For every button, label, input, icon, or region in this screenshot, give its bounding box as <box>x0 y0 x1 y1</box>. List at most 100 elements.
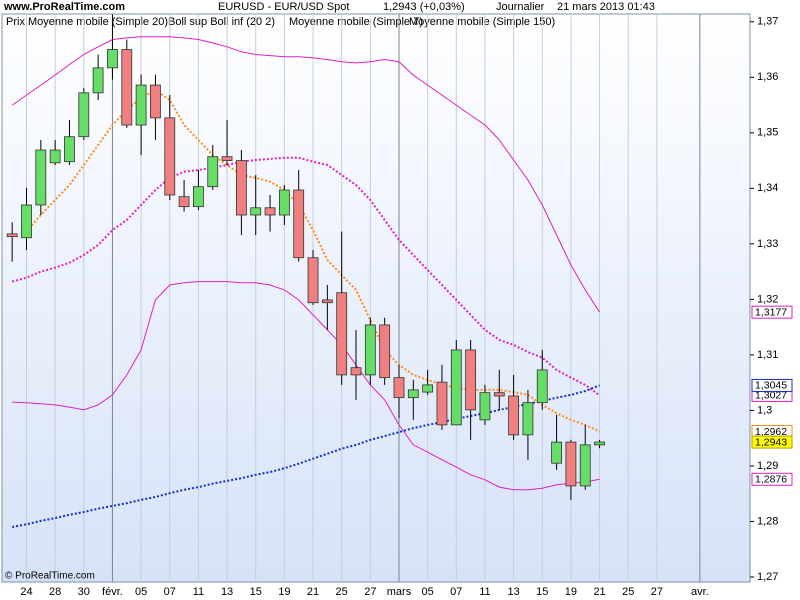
indicator-line <box>11 36 601 313</box>
y-tick-label: 1,29 <box>757 460 778 472</box>
candle-body <box>164 117 176 196</box>
candle-body <box>293 189 305 259</box>
candle-body <box>350 367 362 376</box>
value-tag-box <box>751 378 793 392</box>
x-tick-label: 19 <box>278 586 290 598</box>
candle-body <box>551 441 562 464</box>
candle-body <box>364 324 376 376</box>
x-tick-label: 15 <box>250 586 262 598</box>
candle-body <box>508 395 520 436</box>
candle-body <box>436 381 448 426</box>
candle-body <box>35 149 47 206</box>
candle-body <box>407 389 419 399</box>
x-tick-label: 05 <box>422 586 434 598</box>
x-tick-label: 19 <box>565 586 577 598</box>
footer: © ProRealTime.com <box>5 571 95 582</box>
candle-body <box>78 92 90 138</box>
candle-body <box>135 84 147 126</box>
price: 1,2943 (+0,03%) <box>383 1 465 13</box>
candle-body <box>6 233 18 238</box>
candle-body <box>393 377 405 399</box>
x-tick-label: mars <box>387 586 412 598</box>
candle-body <box>221 156 233 161</box>
candle-body <box>92 67 104 94</box>
y-tick-label: 1,35 <box>757 127 778 139</box>
legend-entry: Prix <box>6 16 25 28</box>
x-tick-label: 24 <box>20 586 32 598</box>
x-tick-label: 30 <box>78 586 90 598</box>
value-tag-box <box>751 435 793 449</box>
value-tag-box <box>751 305 793 319</box>
y-tick-label: 1,27 <box>757 571 778 583</box>
candle-body <box>178 196 190 208</box>
value-tag: 1,2943 <box>755 436 787 448</box>
candle-body <box>250 207 262 216</box>
x-tick-label: 27 <box>651 586 663 598</box>
candle-body <box>321 299 333 304</box>
x-tick-label: avr. <box>691 586 709 598</box>
x-tick-label: 13 <box>221 586 233 598</box>
site: www.ProRealTime.com <box>3 1 125 13</box>
candle-body <box>450 349 462 426</box>
legend-entry: Moyenne mobile (Simple 20) <box>28 16 168 28</box>
x-tick-label: 13 <box>507 586 519 598</box>
candle-body <box>193 186 204 208</box>
x-tick-label: 25 <box>622 586 634 598</box>
y-tick-label: 1,33 <box>757 238 778 250</box>
x-tick-label: févr. <box>102 586 123 598</box>
value-tag: 1,2876 <box>755 474 787 486</box>
indicator-line <box>12 281 600 491</box>
x-tick-label: 15 <box>536 586 548 598</box>
legend-entry: Boll sup Boll inf (20 2) <box>168 16 275 28</box>
value-tag: 1,2962 <box>755 426 787 438</box>
y-tick-label: 1,3 <box>757 404 772 416</box>
instrument: EURUSD - EUR/USD Spot <box>218 1 349 13</box>
legend-entry: Moyenne mobile (Simple 150) <box>409 16 555 28</box>
x-tick-label: 05 <box>135 586 147 598</box>
candle-body <box>579 444 591 487</box>
indicator-line <box>12 384 600 528</box>
x-tick-label: 21 <box>307 586 319 598</box>
plot-area <box>1 13 751 583</box>
value-tag: 1,3027 <box>755 390 787 402</box>
x-tick-label: 28 <box>49 586 61 598</box>
candle-body <box>264 207 276 216</box>
y-tick-label: 1,28 <box>757 515 778 527</box>
x-tick-label: 07 <box>450 586 462 598</box>
value-tag: 1,3045 <box>755 380 787 392</box>
date: 21 mars 2013 01:43 <box>557 1 655 13</box>
x-tick-label: 21 <box>593 586 605 598</box>
candle-body <box>422 384 434 393</box>
x-tick-label: 07 <box>164 586 176 598</box>
candle-body <box>64 136 75 163</box>
y-tick-label: 1,31 <box>757 349 778 361</box>
candle-body <box>536 369 548 404</box>
candle-body <box>493 392 505 397</box>
candle-body <box>150 84 161 119</box>
value-tag-box <box>751 472 793 486</box>
candle-body <box>379 324 391 379</box>
period: Journalier <box>496 1 545 13</box>
x-tick-label: 27 <box>364 586 376 598</box>
x-tick-label: 25 <box>336 586 348 598</box>
y-tick-label: 1,37 <box>757 16 778 28</box>
y-tick-label: 1,36 <box>757 71 778 83</box>
candle-body <box>235 160 247 216</box>
candle-body <box>479 392 491 421</box>
candle-body <box>565 441 577 487</box>
legend-entry: Moyenne mobile (Simple 7) <box>289 16 423 28</box>
candle-body <box>207 156 219 188</box>
candle-body <box>594 441 605 446</box>
candle-body <box>121 49 133 126</box>
candle-body <box>465 349 477 411</box>
candle-body <box>522 402 534 436</box>
x-tick-label: 11 <box>479 586 490 598</box>
candle-body <box>336 292 348 376</box>
x-tick-label: 11 <box>193 586 204 598</box>
y-tick-label: 1,34 <box>757 182 778 194</box>
candle-body <box>107 49 118 69</box>
candle-body <box>21 204 32 239</box>
candle-body <box>278 189 290 216</box>
value-tag: 1,3177 <box>755 306 787 318</box>
